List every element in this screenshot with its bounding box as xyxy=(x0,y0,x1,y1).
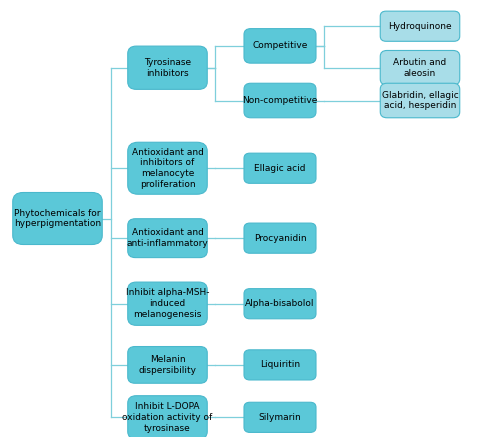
Text: Tyrosinase
inhibitors: Tyrosinase inhibitors xyxy=(144,58,191,78)
Text: Alpha-bisabolol: Alpha-bisabolol xyxy=(245,299,315,308)
FancyBboxPatch shape xyxy=(244,153,316,184)
FancyBboxPatch shape xyxy=(128,46,208,90)
FancyBboxPatch shape xyxy=(128,282,208,325)
FancyBboxPatch shape xyxy=(244,402,316,433)
Text: Ellagic acid: Ellagic acid xyxy=(254,164,306,173)
Text: Antioxidant and
inhibitors of
melanocyte
proliferation: Antioxidant and inhibitors of melanocyte… xyxy=(132,148,204,189)
FancyBboxPatch shape xyxy=(13,192,102,245)
Text: Arbutin and
aleosin: Arbutin and aleosin xyxy=(394,58,446,78)
Text: Glabridin, ellagic
acid, hesperidin: Glabridin, ellagic acid, hesperidin xyxy=(382,90,458,111)
FancyBboxPatch shape xyxy=(244,289,316,319)
Text: Non-competitive: Non-competitive xyxy=(242,96,318,105)
FancyBboxPatch shape xyxy=(128,396,208,437)
Text: Melanin
dispersibility: Melanin dispersibility xyxy=(138,355,196,375)
FancyBboxPatch shape xyxy=(244,29,316,63)
FancyBboxPatch shape xyxy=(380,83,460,118)
Text: Phytochemicals for
hyperpigmentation: Phytochemicals for hyperpigmentation xyxy=(14,208,101,229)
FancyBboxPatch shape xyxy=(128,347,208,383)
Text: Hydroquinone: Hydroquinone xyxy=(388,22,452,31)
Text: Inhibit L-DOPA
oxidation activity of
tyrosinase: Inhibit L-DOPA oxidation activity of tyr… xyxy=(122,402,212,433)
FancyBboxPatch shape xyxy=(244,83,316,118)
Text: Liquiritin: Liquiritin xyxy=(260,361,300,369)
FancyBboxPatch shape xyxy=(380,11,460,42)
FancyBboxPatch shape xyxy=(128,142,208,194)
Text: Inhibit alpha-MSH-
induced
melanogenesis: Inhibit alpha-MSH- induced melanogenesis xyxy=(126,288,209,319)
FancyBboxPatch shape xyxy=(380,51,460,85)
FancyBboxPatch shape xyxy=(244,223,316,253)
FancyBboxPatch shape xyxy=(128,218,208,257)
Text: Competitive: Competitive xyxy=(252,42,308,50)
Text: Silymarin: Silymarin xyxy=(258,413,302,422)
Text: Antioxidant and
anti-inflammatory: Antioxidant and anti-inflammatory xyxy=(126,228,208,248)
FancyBboxPatch shape xyxy=(244,350,316,380)
Text: Procyanidin: Procyanidin xyxy=(254,234,306,243)
